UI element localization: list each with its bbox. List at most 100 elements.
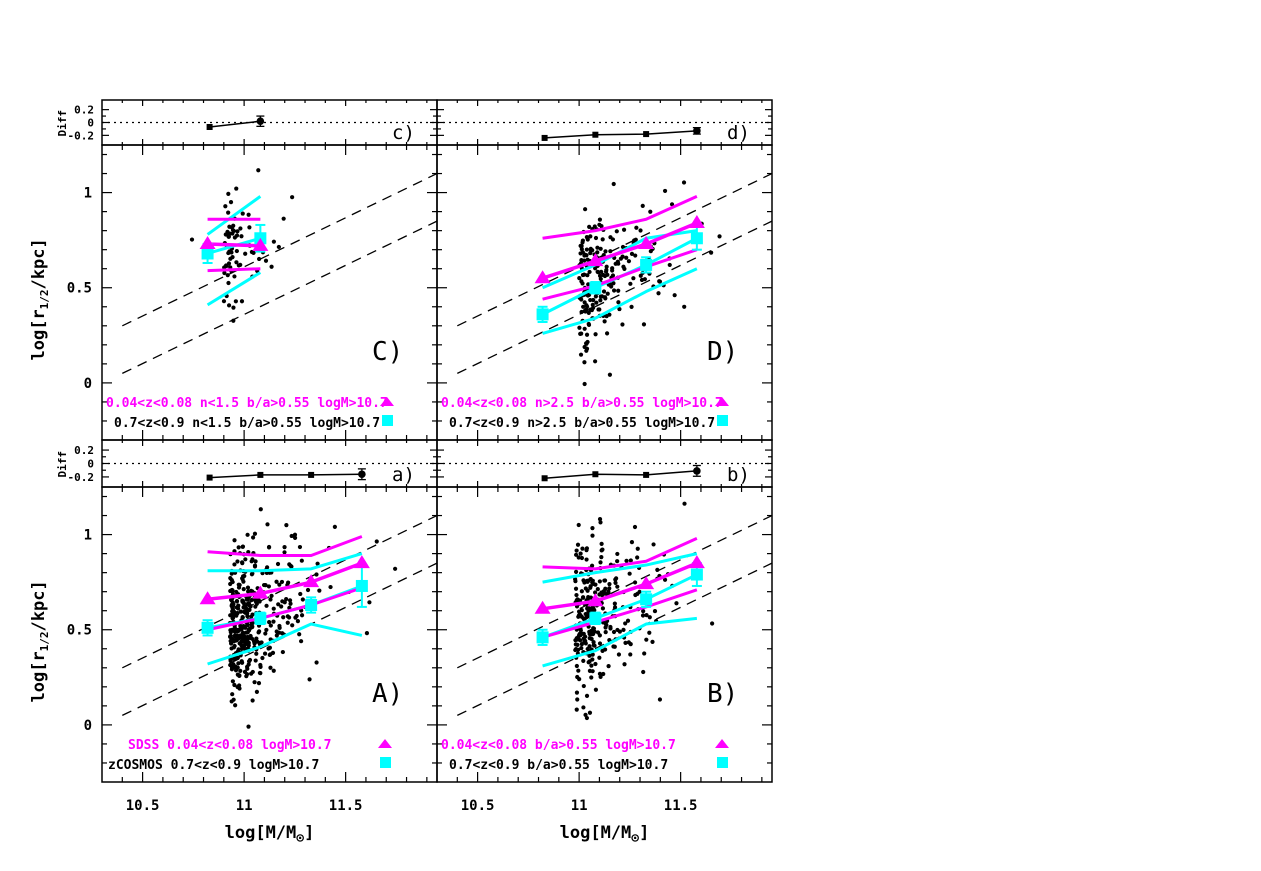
data-point: [580, 546, 585, 551]
diff-tag: c): [392, 122, 415, 144]
data-point: [617, 306, 622, 312]
data-point: [581, 658, 586, 663]
diff-line: [209, 473, 362, 479]
data-point: [578, 638, 583, 643]
data-point: [591, 305, 596, 310]
data-point: [621, 627, 626, 632]
data-point: [633, 237, 638, 242]
zcosmos-square: [536, 308, 549, 321]
data-point: [597, 641, 603, 646]
zcosmos-square: [305, 599, 318, 611]
data-point: [599, 554, 604, 560]
data-point: [674, 601, 679, 606]
data-point: [266, 544, 272, 550]
dashed-relation: [122, 220, 437, 374]
data-point: [230, 679, 235, 684]
data-point: [251, 535, 256, 540]
data-point: [622, 266, 627, 271]
data-point: [581, 683, 586, 689]
data-point: [279, 579, 285, 585]
data-point: [250, 698, 255, 703]
data-point: [717, 234, 722, 239]
data-point: [574, 592, 579, 598]
data-point: [243, 251, 248, 256]
x-tick-label: 11: [236, 798, 253, 814]
data-point: [581, 595, 586, 600]
data-point: [257, 256, 262, 262]
data-point: [241, 599, 246, 604]
diff-tick-label: 0.2: [74, 104, 94, 117]
data-point: [621, 227, 627, 232]
diff-tick-label: 0.2: [74, 444, 94, 457]
data-point: [578, 352, 584, 357]
data-point: [610, 237, 616, 242]
data-point: [632, 524, 638, 530]
panel-content: [457, 501, 772, 721]
data-point: [230, 231, 235, 236]
data-point: [591, 626, 597, 631]
data-point: [243, 557, 248, 562]
data-point: [610, 268, 615, 273]
data-point: [574, 707, 579, 712]
data-point: [602, 273, 608, 279]
data-point: [270, 650, 276, 655]
data-point: [627, 571, 632, 576]
data-point: [226, 210, 231, 215]
x-axis-label-main: log[M/M: [560, 823, 632, 843]
data-point: [274, 579, 279, 584]
panel-tag: A): [372, 679, 403, 709]
sdss-triangle: [252, 585, 269, 599]
data-point: [579, 246, 584, 252]
legend-zcosmos: zCOSMOS 0.7<z<0.9 logM>10.7: [108, 758, 319, 773]
data-point: [681, 180, 687, 185]
y-axis-label: log[r1/2/kpc]: [29, 580, 51, 702]
data-point: [263, 258, 269, 263]
data-point: [575, 674, 580, 680]
data-point: [577, 632, 582, 638]
data-point: [236, 661, 241, 666]
data-point: [236, 263, 241, 268]
zcosmos-lower-line: [207, 622, 363, 666]
data-point: [295, 619, 301, 624]
sdss-triangle: [587, 593, 604, 607]
data-point: [598, 560, 603, 565]
data-point: [584, 341, 589, 346]
data-point: [623, 621, 628, 626]
legend-zcosmos-symbol: [717, 757, 728, 768]
data-point: [189, 237, 195, 242]
data-point: [584, 332, 590, 337]
diff-frame: [436, 439, 773, 488]
y-tick-label: 0.5: [67, 623, 92, 639]
panel-tag: B): [707, 679, 738, 709]
data-point: [234, 248, 239, 254]
sdss-triangle: [534, 270, 551, 284]
data-point: [241, 586, 246, 592]
data-point: [613, 580, 618, 585]
diff-tag: a): [392, 464, 415, 486]
data-point: [290, 623, 295, 628]
zcosmos-lower-line: [542, 616, 698, 668]
y-axis-label-main: log[r: [29, 309, 49, 360]
data-point: [595, 269, 600, 275]
data-point: [581, 705, 586, 710]
data-point: [615, 584, 620, 589]
data-point: [598, 520, 603, 525]
data-point: [305, 587, 311, 593]
data-point: [315, 561, 320, 566]
diff-tag: d): [727, 122, 750, 144]
data-point: [641, 609, 646, 614]
data-point: [241, 605, 246, 610]
data-point: [577, 275, 582, 281]
data-point: [597, 579, 602, 584]
sdss-median-line: [542, 561, 698, 611]
data-point: [228, 658, 233, 663]
data-point: [575, 697, 580, 702]
y-axis-label-close: /kpc]: [29, 238, 49, 289]
zcosmos-square: [690, 232, 703, 245]
data-point: [245, 585, 251, 590]
data-point: [580, 250, 585, 255]
zcosmos-square: [355, 579, 368, 592]
zcosmos-upper-line: [207, 552, 363, 573]
data-point: [243, 630, 249, 635]
data-point: [274, 633, 279, 638]
